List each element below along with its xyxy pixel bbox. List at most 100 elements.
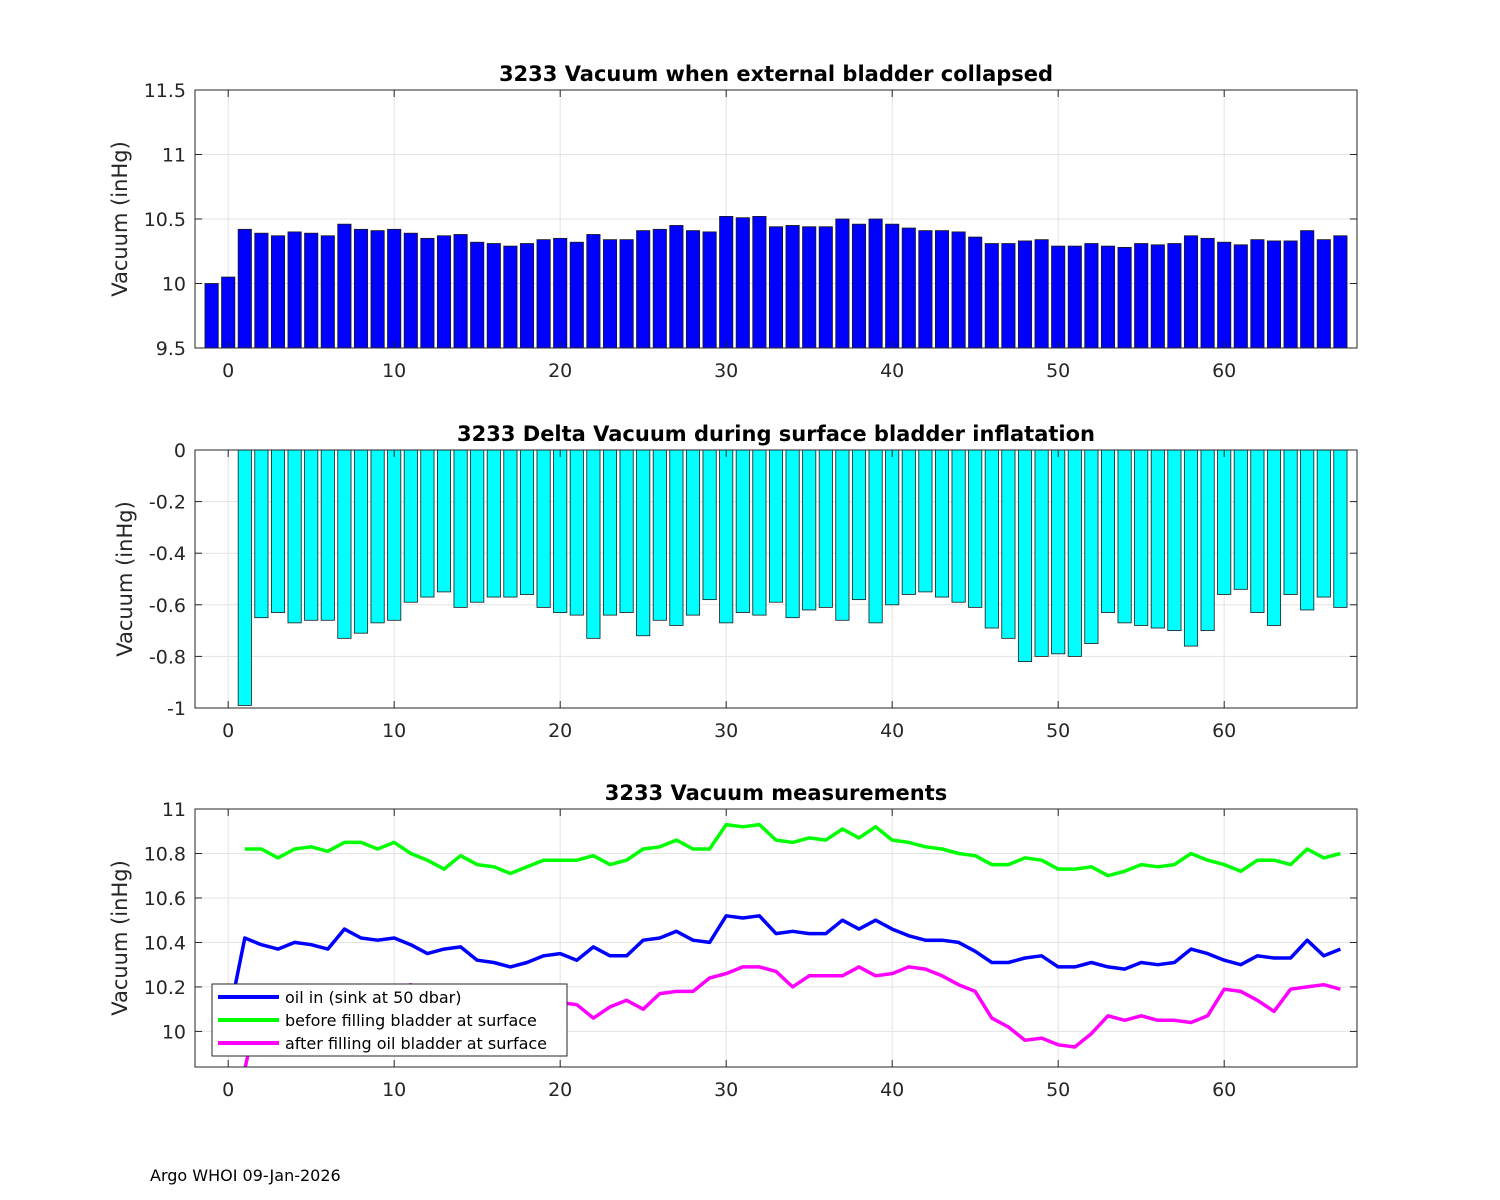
bar — [735, 217, 750, 349]
bar — [486, 449, 501, 598]
x-tick-label: 50 — [1046, 1079, 1070, 1101]
bar — [519, 449, 535, 595]
bar — [254, 232, 269, 349]
bar — [1200, 449, 1215, 632]
y-tick-label: 10 — [162, 1021, 186, 1043]
bar — [968, 449, 983, 608]
x-tick-label: 60 — [1212, 720, 1236, 742]
y-tick-label: 11 — [162, 145, 186, 167]
bar — [768, 449, 784, 603]
y-axis-label: Vacuum (inHg) — [108, 860, 132, 1016]
x-tick-label: 30 — [714, 1079, 738, 1101]
bar — [486, 243, 501, 349]
y-tick-label: 10.6 — [144, 888, 186, 910]
chart-title: 3233 Vacuum measurements — [605, 781, 948, 805]
bar — [1117, 449, 1132, 624]
bar — [1300, 230, 1315, 349]
x-tick-label: 20 — [548, 360, 572, 382]
x-tick-label: 10 — [382, 720, 406, 742]
bar — [254, 449, 269, 619]
x-tick-label: 20 — [548, 720, 572, 742]
bar — [868, 449, 883, 624]
y-tick-label: 11.5 — [144, 80, 186, 102]
bar — [702, 449, 717, 601]
y-axis-label: Vacuum (inHg) — [108, 141, 132, 297]
legend-entry: after filling oil bladder at surface — [285, 1034, 547, 1053]
bar — [1167, 449, 1182, 632]
bar — [287, 231, 302, 349]
bar — [1283, 449, 1298, 595]
bar — [304, 449, 319, 621]
bar — [669, 449, 684, 626]
bar — [1100, 245, 1116, 349]
bar — [1100, 449, 1116, 613]
bar — [1067, 449, 1082, 657]
bar — [735, 449, 750, 613]
bar — [470, 241, 485, 349]
y-tick-label: -0.4 — [149, 543, 186, 565]
bar — [320, 235, 335, 349]
bar — [934, 449, 950, 598]
y-tick-label: 9.5 — [156, 338, 186, 360]
bar — [1233, 449, 1248, 590]
bar — [1250, 449, 1265, 613]
bar — [453, 449, 468, 608]
bar — [1051, 449, 1066, 655]
x-tick-label: 60 — [1212, 1079, 1236, 1101]
chart-delta-vacuum: 3233 Delta Vacuum during surface bladder… — [113, 422, 1358, 742]
bar — [387, 449, 402, 621]
bar — [1084, 243, 1099, 349]
bar — [785, 225, 800, 349]
bar — [636, 230, 651, 349]
x-tick-label: 50 — [1046, 360, 1070, 382]
bar — [553, 237, 568, 349]
bar — [752, 449, 767, 616]
bar — [1167, 243, 1182, 349]
x-tick-label: 40 — [880, 720, 904, 742]
bar — [353, 449, 369, 634]
y-tick-label: 10 — [162, 274, 186, 296]
bar — [586, 234, 601, 349]
bar — [569, 241, 584, 349]
bar — [868, 218, 883, 349]
series-line — [226, 914, 1342, 1021]
bar — [602, 449, 618, 616]
bar — [685, 449, 701, 616]
bar — [304, 232, 319, 349]
bar — [934, 230, 950, 349]
x-tick-label: 40 — [880, 360, 904, 382]
bar — [619, 449, 634, 613]
bar — [221, 276, 236, 349]
bar — [1300, 449, 1315, 611]
bar — [1017, 449, 1033, 662]
bar — [270, 449, 286, 613]
bar — [536, 449, 551, 608]
bar — [370, 449, 385, 624]
legend-entry: before filling bladder at surface — [285, 1011, 537, 1030]
bar — [901, 227, 916, 349]
bar — [685, 230, 701, 349]
x-tick-label: 40 — [880, 1079, 904, 1101]
bar — [436, 235, 452, 349]
bar — [420, 237, 435, 349]
y-tick-label: -0.6 — [149, 595, 186, 617]
x-tick-label: 50 — [1046, 720, 1070, 742]
bar — [320, 449, 335, 621]
bar — [885, 449, 900, 606]
bar — [669, 225, 684, 349]
bar — [1250, 239, 1265, 349]
x-tick-label: 30 — [714, 720, 738, 742]
footer-credit: Argo WHOI 09-Jan-2026 — [150, 1166, 341, 1185]
bar — [851, 449, 867, 601]
x-tick-label: 60 — [1212, 360, 1236, 382]
bar — [1150, 244, 1165, 349]
bar — [652, 228, 667, 349]
bar — [636, 449, 651, 637]
bar — [503, 245, 518, 349]
axes-frame — [194, 449, 1358, 709]
bar — [1333, 449, 1348, 608]
bar — [951, 449, 966, 603]
bar — [602, 239, 618, 349]
x-tick-label: 0 — [222, 360, 234, 382]
axes-frame — [194, 808, 1358, 1068]
